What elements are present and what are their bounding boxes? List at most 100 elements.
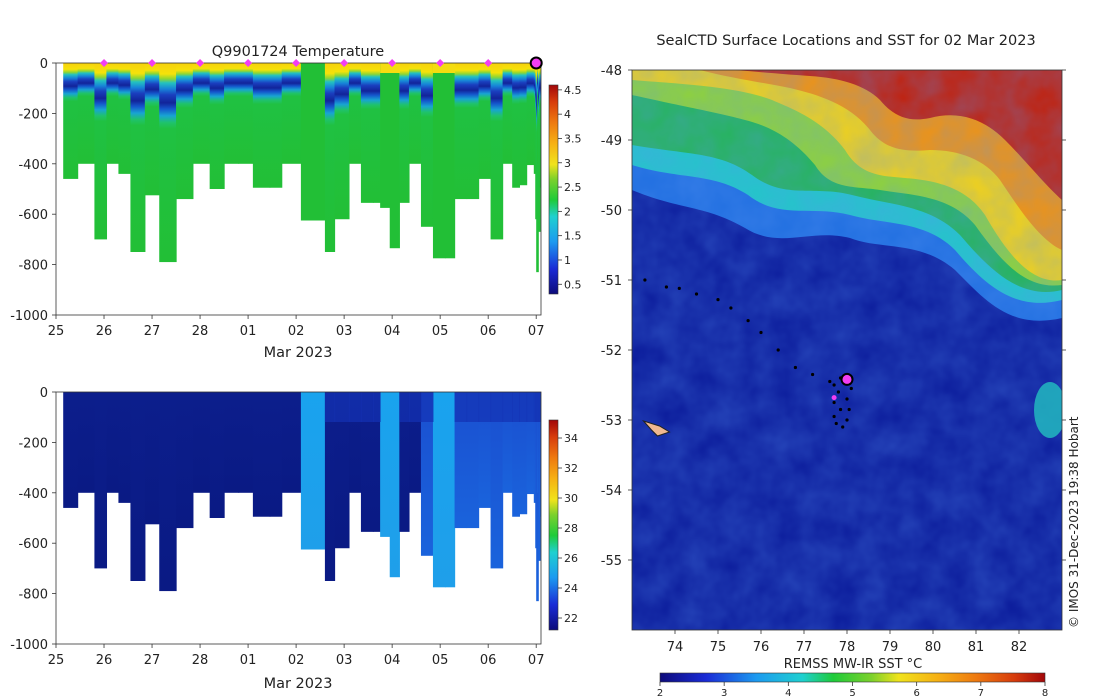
profile-surface-band [538,392,540,422]
y-tick-label: -800 [18,588,48,603]
colorbar-tick-label: 4.5 [564,84,582,97]
profile-bar [209,63,225,189]
profile-bar [432,63,446,259]
x-tick-label: 05 [432,653,449,668]
profile-bar [466,63,480,200]
sst-colorbar-tick-label: 4 [785,688,791,699]
map-x-ticks: 74 75 76 77 78 79 80 81 82 [667,630,1027,655]
track-point [759,330,763,335]
sst-colorbar-tick-label: 8 [1042,688,1048,699]
profile-surface-band [536,392,538,422]
x-tick-label: 25 [48,324,65,339]
map-y-tick-label: -49 [601,134,622,149]
profile-bar [539,63,541,188]
x-tick-label: 28 [192,324,209,339]
surface-marker [196,59,205,67]
salinity-xlabel: Mar 2023 [264,676,333,692]
profile-bar [63,392,79,508]
profile-bar [478,63,492,179]
profile-bar [539,392,541,517]
profile-bar [399,63,410,203]
colorbar-tick-label: 34 [564,432,578,445]
map-y-tick-label: -50 [601,204,622,219]
colorbar-tick-label: 32 [564,462,578,475]
profile-bar [420,392,434,556]
x-tick-label: 05 [432,324,449,339]
track-point [832,414,836,419]
colorbar-tick-label: 1 [564,254,571,267]
sst-colorbar-tick-label: 2 [657,688,663,699]
track-point [845,397,849,401]
salinity-x-ticks: 25 26 27 28 01 02 03 04 05 06 07 [48,644,544,668]
track-highlight-point [831,395,837,401]
profile-surface-band [466,392,480,422]
profile-bar [512,63,520,188]
profile-bar [389,63,400,249]
profile-bar [144,63,160,196]
salinity-profiles [63,392,541,602]
profile-bar [324,392,336,581]
x-tick-label: 26 [96,653,113,668]
x-tick-label: 04 [384,653,401,668]
salinity-axes-frame [55,391,542,645]
temperature-title: Q9901724 Temperature [212,44,385,60]
track-point [694,292,699,296]
profile-bar [106,392,120,493]
x-tick-label: 25 [48,653,65,668]
profile-surface-band [454,392,468,422]
map-y-tick-label: -52 [601,344,622,359]
profile-bar [536,63,539,273]
heard-island-icon [641,419,671,437]
profile-bar [408,63,422,164]
profile-bar [490,63,504,240]
y-tick-label: 0 [40,57,48,72]
x-tick-label: 27 [144,653,161,668]
profile-bar [399,392,410,532]
colorbar-tick-label: 1.5 [564,230,582,243]
y-tick-label: -600 [18,208,48,223]
profile-bar [77,392,96,493]
x-tick-label: 03 [336,653,353,668]
surface-marker [340,59,349,67]
profile-bar [389,392,400,578]
salinity-panel: 0 -200 -400 -600 -800 -1000 25 26 27 28 01 02 03 04 0… [10,386,578,692]
profile-surface-band [512,392,520,422]
profile-bar [281,63,302,164]
profile-bar [144,392,160,525]
map-title: SealCTD Surface Locations and SST for 02… [656,33,1035,49]
track-point [841,425,845,429]
salinity-y-ticks: 0 -200 -400 -600 -800 -1000 [10,386,56,653]
profile-bar [454,63,468,200]
y-tick-label: -1000 [10,309,48,324]
profile-bar [300,392,316,550]
track-point [677,286,681,290]
profile-bar [176,392,194,529]
surface-marker [100,59,109,67]
track-point [811,372,815,377]
profile-bar [519,63,528,186]
sst-eddy [1034,382,1062,438]
profile-bar [130,392,146,581]
track-point [776,348,780,352]
y-tick-label: -1000 [10,638,48,653]
colorbar-tick-label: 28 [564,522,578,535]
x-tick-label: 02 [288,653,305,668]
profile-bar [238,392,254,493]
profile-bar [238,63,254,164]
latest-position-marker [840,372,854,386]
x-tick-label: 01 [240,324,257,339]
profile-bar [315,392,326,550]
profile-bar [324,63,336,252]
colorbar-tick-label: 0.5 [564,278,582,291]
profile-bar [176,63,194,200]
surface-marker [436,59,445,67]
profile-bar [224,63,240,164]
salinity-colorbar-ticks: 22 24 26 28 30 32 34 [558,432,578,625]
profile-bar [380,392,391,537]
map-x-tick-label: 76 [753,640,770,655]
temperature-colorbar [548,84,559,295]
surface-markers [100,56,543,70]
profile-surface-band [334,392,350,422]
sst-colorbar-label: REMSS MW-IR SST °C [784,657,923,672]
